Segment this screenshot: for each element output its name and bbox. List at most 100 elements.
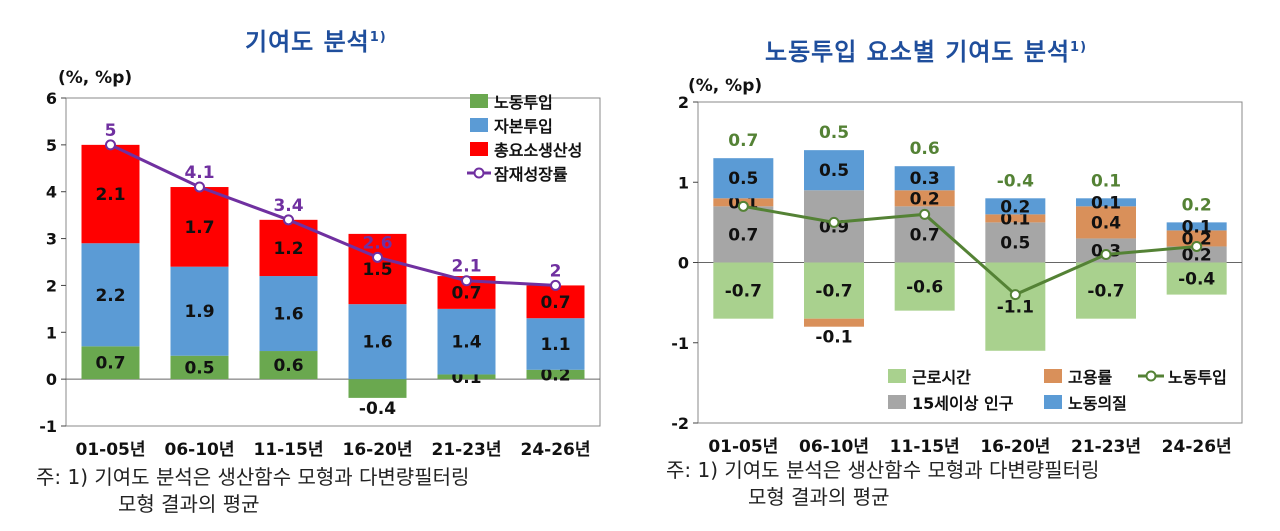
- line-point: [105, 139, 116, 151]
- data-label: 0.1: [1000, 209, 1030, 229]
- legend-label: 총요소생산성: [494, 141, 582, 160]
- line-point: [550, 279, 561, 291]
- bar-segment: [437, 374, 496, 380]
- line-data-label: 0.2: [1182, 195, 1212, 215]
- legend-marker: [473, 167, 485, 179]
- data-label: 0.5: [184, 358, 214, 378]
- legend-swatch: [470, 118, 488, 132]
- data-label: 0.2: [1182, 245, 1212, 265]
- bar-segment: [985, 198, 1046, 215]
- bar-segment: [1076, 198, 1136, 207]
- x-category-label: 24-26년: [1162, 437, 1232, 457]
- line-data-label: 3.4: [273, 196, 303, 216]
- data-label: -0.7: [725, 282, 762, 302]
- data-label: 1.4: [451, 333, 481, 353]
- legend-label: 15세이상 인구: [912, 394, 1014, 413]
- data-label: 1.1: [540, 335, 570, 355]
- line-point: [372, 251, 383, 263]
- bar-segment: [713, 206, 774, 263]
- data-label: 0.3: [910, 169, 940, 189]
- legend-label: 노동투입: [494, 93, 553, 112]
- left-footnote: 주: 1) 기여도 분석은 생산함수 모형과 다변량필터링 모형 결과의 평균: [36, 464, 469, 518]
- left-chart-panel: 기여도 분석1) (%, %p) -1 0 1 2 3 4 5 6 0.7 2.2 2.1 0.5 1.…: [36, 28, 601, 518]
- data-label: 0.2: [540, 365, 570, 385]
- legend-label: 자본투입: [494, 117, 553, 136]
- legend-swatch: [1044, 395, 1062, 409]
- labor-input-chart: -2-1012-0.70.70.10.5-0.70.9-0.10.5-0.60.…: [671, 93, 1243, 457]
- y-tick-label: -1: [671, 334, 689, 353]
- data-label: 1.2: [273, 239, 303, 259]
- bar-segment: [170, 187, 229, 267]
- data-label: 0.1: [1182, 217, 1212, 237]
- series-line: [109, 143, 556, 287]
- line-point: [194, 181, 205, 193]
- y-tick-label: 4: [46, 183, 57, 202]
- legend-label: 근로시간: [912, 368, 971, 387]
- x-category-label: 06-10년: [164, 440, 234, 460]
- left-footnote-line2: 모형 결과의 평균: [118, 492, 260, 516]
- legend-swatch: [888, 369, 906, 383]
- line-point: [828, 216, 840, 228]
- data-label: 0.2: [1182, 229, 1212, 249]
- bar-segment: [713, 158, 774, 199]
- legend-marker: [1145, 370, 1157, 382]
- bar-segment: [170, 355, 229, 380]
- x-category-label: 11-15년: [890, 437, 960, 457]
- bar-segment: [526, 369, 585, 380]
- plot-frame: [65, 97, 601, 427]
- bar-segment: [81, 346, 140, 380]
- x-category-label: 21-23년: [1071, 437, 1141, 457]
- legend-label: 잠재성장률: [494, 165, 568, 184]
- bar-segment: [804, 262, 864, 319]
- data-label: -0.7: [1087, 282, 1124, 302]
- data-label: 0.5: [819, 161, 849, 181]
- line-point: [1100, 248, 1112, 260]
- y-tick-label: -1: [39, 417, 57, 436]
- left-unit-label: (%, %p): [58, 68, 133, 88]
- right-unit-label: (%, %p): [688, 76, 763, 96]
- line-data-label: 5: [105, 121, 117, 141]
- x-category-label: 24-26년: [520, 440, 590, 460]
- x-category-label: 21-23년: [431, 440, 501, 460]
- left-chart-title: 기여도 분석1): [245, 28, 387, 56]
- x-category-label: 11-15년: [253, 440, 323, 460]
- right-chart-title: 노동투입 요소별 기여도 분석1): [765, 38, 1088, 66]
- bar-segment: [894, 262, 955, 311]
- line-data-label: 0.6: [910, 139, 940, 159]
- data-label: 0.1: [1091, 193, 1121, 213]
- line-data-label: 2.6: [362, 233, 392, 253]
- line-data-label: 0.1: [1091, 171, 1121, 191]
- x-category-label: 16-20년: [980, 437, 1050, 457]
- data-label: -0.7: [815, 282, 852, 302]
- y-tick-label: 1: [678, 173, 689, 192]
- bar-segment: [713, 262, 774, 319]
- legend-swatch: [470, 142, 488, 156]
- data-label: 0.7: [540, 293, 570, 313]
- line-point: [1191, 240, 1203, 252]
- bar-segment: [804, 150, 864, 191]
- data-label: 0.7: [910, 225, 940, 245]
- bar-segment: [81, 144, 140, 244]
- data-label: 2.1: [95, 185, 125, 205]
- data-label: -0.1: [815, 328, 852, 348]
- left-footnote-line1: 주: 1) 기여도 분석은 생산함수 모형과 다변량필터링: [36, 465, 470, 489]
- x-category-label: 01-05년: [75, 440, 145, 460]
- data-label: -0.6: [906, 278, 943, 298]
- data-label: 0.6: [273, 356, 303, 376]
- data-label: 0.5: [728, 169, 758, 189]
- y-tick-label: 2: [46, 276, 57, 295]
- data-label: 0.4: [1091, 213, 1121, 233]
- right-footnote-line2: 모형 결과의 평균: [748, 485, 890, 509]
- data-label: 1.5: [362, 260, 392, 280]
- bar-segment: [348, 233, 407, 305]
- data-label: -1.1: [997, 298, 1034, 318]
- data-label: 1.6: [362, 333, 392, 353]
- x-category-label: 16-20년: [342, 440, 412, 460]
- bar-segment: [1076, 262, 1136, 319]
- data-label: 0.2: [910, 189, 940, 209]
- line-data-label: 4.1: [184, 163, 214, 183]
- data-label: 0.7: [95, 354, 125, 374]
- y-tick-label: 6: [46, 89, 57, 108]
- data-label: 1.7: [184, 218, 214, 238]
- legend-label: 노동의질: [1068, 394, 1127, 413]
